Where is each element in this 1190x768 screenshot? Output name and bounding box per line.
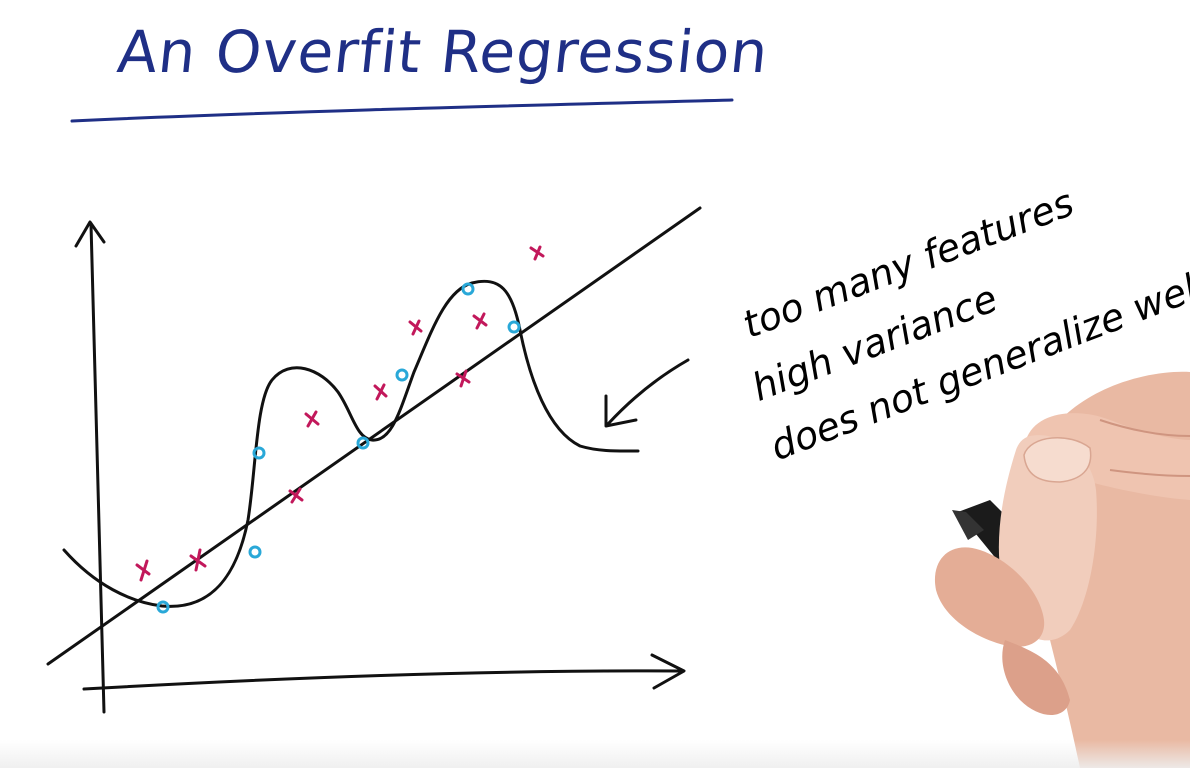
x-marker [408,319,423,336]
y-axis-arrowhead [74,220,106,248]
title-underline [70,98,734,123]
x-marker [288,487,304,504]
x-marker [529,245,545,261]
o-markers [156,282,521,614]
overfit-curve [62,279,640,608]
x-axis [82,669,684,691]
o-marker [461,282,475,296]
x-marker [135,559,151,582]
o-marker [507,320,521,334]
regression-line [46,206,702,666]
x-marker [304,410,320,428]
annotation-arrowhead [604,394,638,428]
o-marker [252,446,266,460]
y-axis [89,222,106,714]
hand-icon [934,371,1190,768]
x-marker [189,548,207,572]
annotation-arrow-shaft [606,358,690,426]
o-marker [248,545,262,559]
x-marker [373,383,388,401]
x-marker [455,369,471,388]
x-axis-arrowhead [650,653,686,690]
x-markers [135,245,545,582]
bottom-fade [0,740,1190,768]
x-marker [472,312,488,330]
o-marker [356,436,370,450]
o-marker [395,368,409,382]
o-marker [156,600,170,614]
